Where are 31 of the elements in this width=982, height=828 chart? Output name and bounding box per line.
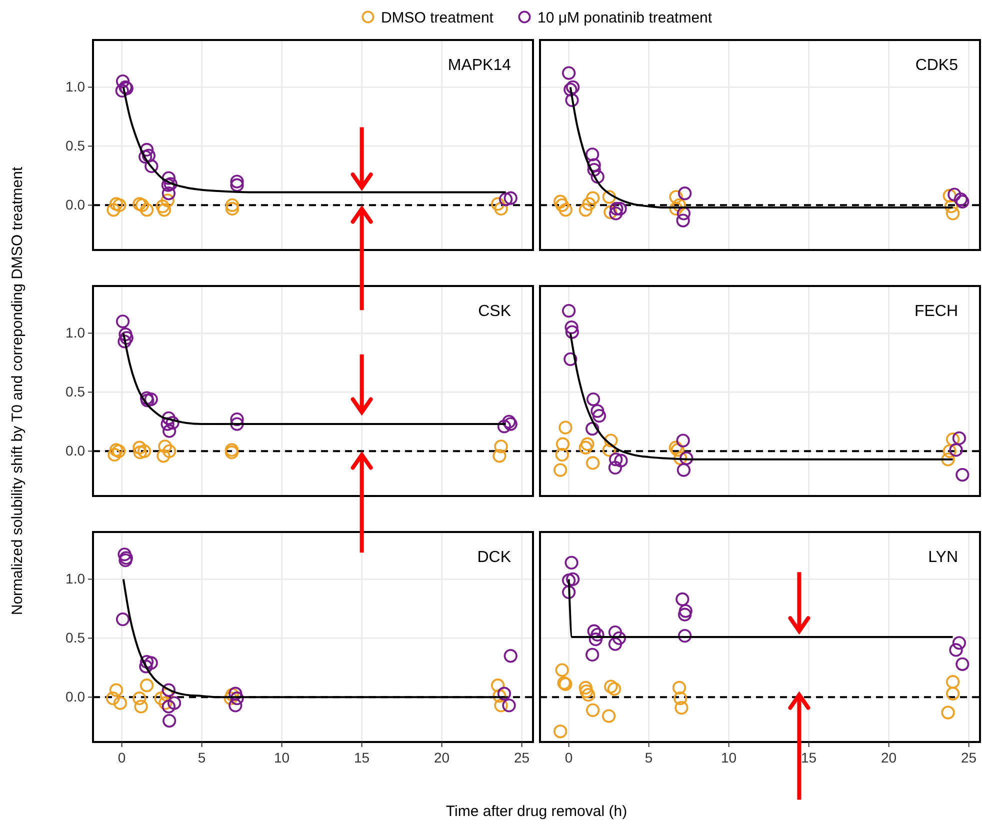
- y-tick-label: 0.5: [66, 384, 86, 400]
- text: LYN: [928, 549, 958, 566]
- y-tick-label: 1.0: [66, 78, 86, 95]
- x-tick-label: 0: [118, 750, 126, 766]
- text: DCK: [477, 549, 512, 566]
- y-tick-label: 0.5: [66, 630, 86, 646]
- y-tick-label: 1.0: [66, 570, 86, 587]
- y-tick-label: 0.0: [66, 442, 86, 459]
- text: CDK5: [915, 57, 958, 74]
- x-tick-label: 20: [434, 750, 450, 766]
- x-axis-title: Time after drug removal (h): [446, 803, 628, 820]
- y-axis-title: Normalized solubility shift by T0 and correponding DMSO treatment: [9, 166, 26, 616]
- text: MAPK14: [448, 57, 512, 74]
- y-tick-label: 0.0: [66, 688, 86, 705]
- legend-label: DMSO treatment: [380, 9, 494, 26]
- x-tick-label: 10: [721, 750, 737, 766]
- x-tick-label: 10: [274, 750, 290, 766]
- x-tick-label: 5: [198, 750, 206, 766]
- x-tick-label: 25: [961, 750, 977, 766]
- text: CSK: [478, 303, 512, 320]
- y-tick-label: 1.0: [66, 324, 86, 341]
- x-tick-label: 25: [514, 750, 530, 766]
- x-tick-label: 20: [881, 750, 897, 766]
- y-tick-label: 0.0: [66, 196, 86, 213]
- legend-label: 10 μM ponatinib treatment: [537, 9, 713, 26]
- x-tick-label: 15: [354, 750, 370, 766]
- text: FECH: [914, 303, 958, 320]
- x-tick-label: 0: [564, 750, 573, 766]
- y-tick-label: 0.5: [66, 138, 86, 154]
- x-tick-label: 5: [644, 750, 653, 766]
- x-tick-label: 15: [801, 750, 817, 766]
